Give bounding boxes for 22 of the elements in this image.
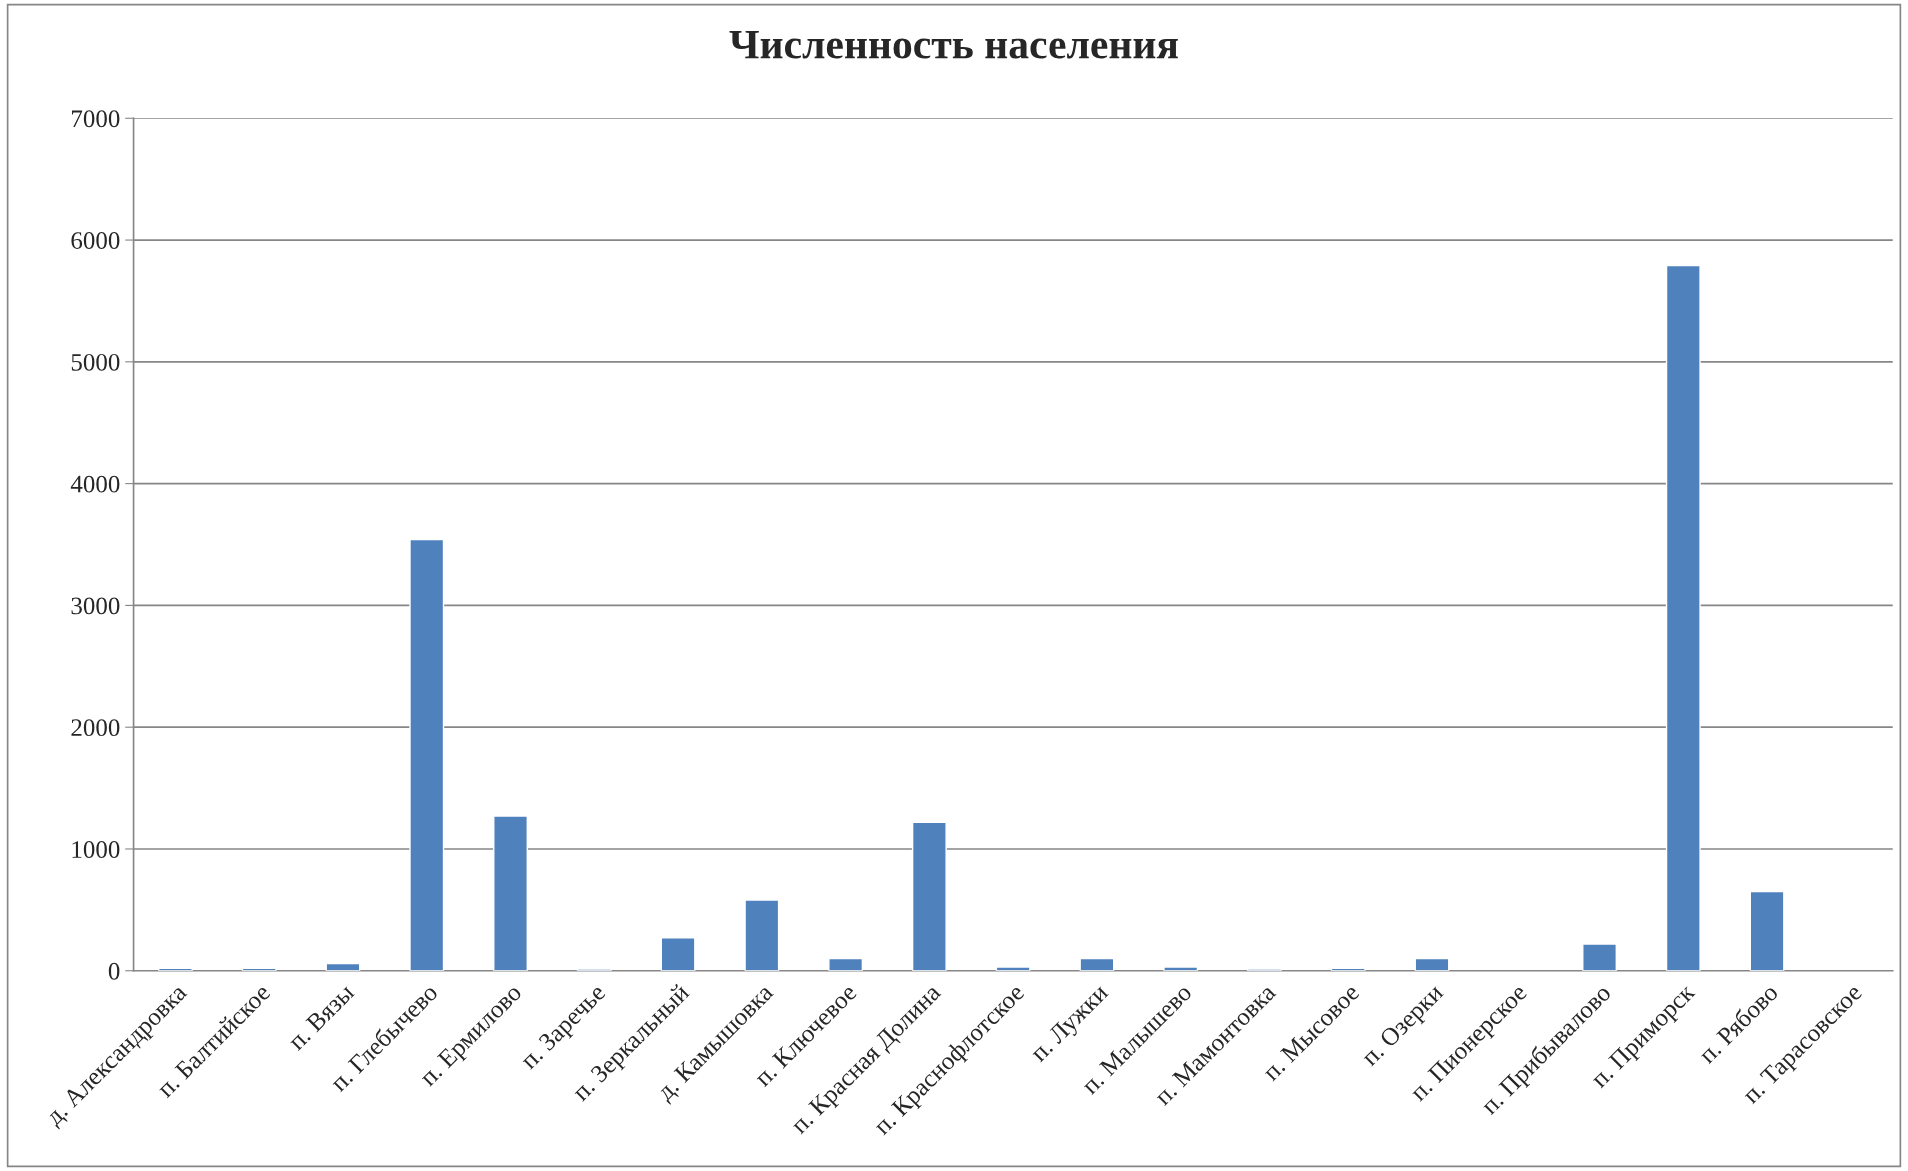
bar: [660, 937, 696, 971]
y-tick-label: 6000: [71, 232, 120, 249]
bar: [995, 966, 1031, 971]
bar: [1665, 264, 1701, 971]
bar: [1749, 890, 1785, 971]
y-tick-label: 7000: [72, 110, 120, 128]
bar: [409, 538, 445, 971]
bar: [493, 815, 528, 971]
bar: [828, 957, 864, 971]
bar: [1582, 943, 1617, 971]
bar: [744, 899, 780, 971]
chart-title: Численность населения: [729, 30, 1178, 59]
y-tick-label: 3000: [71, 597, 120, 615]
bar: [1079, 957, 1115, 971]
y-tick-label: 5000: [71, 353, 120, 371]
bar: [911, 821, 947, 971]
bar: [1414, 957, 1450, 971]
y-tick-label: 1000: [72, 841, 120, 858]
y-tick-label: 0: [108, 962, 120, 980]
bar: [1163, 966, 1199, 971]
y-tick-label: 4000: [70, 475, 120, 493]
y-tick-label: 2000: [71, 719, 120, 737]
